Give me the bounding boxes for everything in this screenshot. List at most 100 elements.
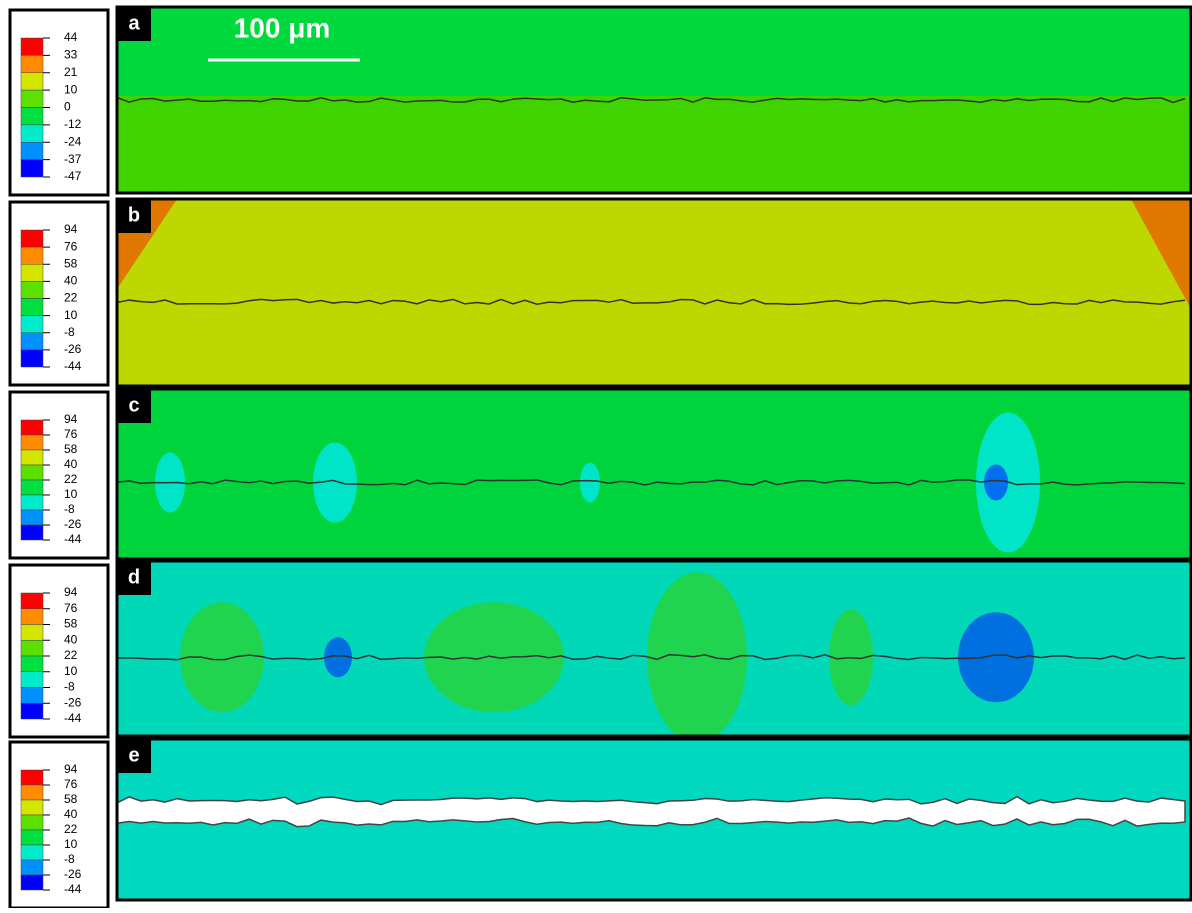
legend-label: -26 [64,695,82,709]
legend-label: 44 [64,30,78,44]
legend-swatch [20,769,44,786]
legend-swatch [20,799,44,816]
legend-label: 40 [64,457,78,471]
panel-label-box [117,199,151,233]
corner-region [1131,199,1191,309]
legend-swatch [20,281,44,299]
legend-label: 10 [64,82,78,96]
stress-zone [313,442,357,523]
legend-swatch [20,315,44,333]
legend-swatch [20,524,44,541]
crack-opening [116,795,1186,828]
legend-label: 33 [64,48,78,62]
legend-swatch [20,419,44,436]
panel-frame [115,197,1192,388]
legend-swatch [20,671,44,688]
scale-bar-label: 100 μm [234,12,331,43]
legend-swatch [20,107,44,126]
legend-swatch [20,703,44,720]
legend-label: -44 [64,711,82,725]
stress-zone [647,572,747,743]
legend-label: 22 [64,648,78,662]
legend-swatch [20,464,44,481]
legend-label: -8 [64,852,75,866]
legend-swatch [20,655,44,672]
legend-label: -8 [64,325,75,339]
legend-label: -24 [64,134,82,148]
legend-label: 58 [64,442,78,456]
legend-swatch [20,494,44,511]
legend-swatch [20,844,44,861]
legend-swatch [20,814,44,831]
legend-swatch [20,37,44,56]
legend-swatch [20,159,44,178]
panel-label: e [128,744,139,766]
panel-label: c [128,394,139,416]
panel-label-box [117,739,151,773]
legend-swatch [20,479,44,496]
legend-swatch [20,874,44,891]
contour-panel: c [115,387,1192,561]
legend-label: 58 [64,256,78,270]
stress-zone [984,464,1008,501]
legend-swatch [20,72,44,91]
legend-swatch [20,434,44,451]
legend-label: 40 [64,632,78,646]
stress-zone [580,462,600,503]
contour-panel: d [115,559,1192,743]
legend-label: 76 [64,777,78,791]
panel-frame [115,737,1192,902]
stress-zone [958,612,1034,703]
panel-label-box [117,561,151,595]
legend-label: -37 [64,152,82,166]
legend-swatch [20,349,44,368]
legend-swatch [20,124,44,143]
legend-swatch [20,859,44,876]
legend-swatch [20,246,44,265]
legend-label: 58 [64,792,78,806]
legend-label: 94 [64,762,78,776]
legend-label: 76 [64,239,78,253]
legend-label: 94 [64,222,78,236]
legend-label: 40 [64,274,78,288]
contour-panel: a [115,5,1192,195]
legend-swatch [20,55,44,73]
panel-label: b [128,204,140,226]
legend-label: 40 [64,807,78,821]
legend-label: 94 [64,412,78,426]
legend-label: -44 [64,882,82,896]
legend-label: 22 [64,291,78,305]
panel-label-box [117,7,151,41]
legend-label: -8 [64,502,75,516]
legend-label: 21 [64,65,78,79]
panel-frame [115,559,1192,738]
legend-label: 0 [64,100,71,114]
stress-zone [324,637,352,678]
panel-label: d [128,566,140,588]
legend-swatch [20,298,44,316]
panel-background [117,199,1191,386]
legend-label: -26 [64,342,82,356]
legend-swatch [20,229,44,248]
crack-path [116,479,1186,486]
legend-label: -47 [64,169,82,183]
legend-label: -26 [64,517,82,531]
legend-swatch [20,264,44,282]
crack-path [116,96,1186,104]
legend-swatch [20,608,44,625]
panel-frame [115,5,1192,195]
crack-path [116,298,1186,306]
legend-label: 10 [64,487,78,501]
legend-label: 22 [64,472,78,486]
legend-swatch [20,449,44,466]
legend-label: -8 [64,680,75,694]
contour-panel: e [115,737,1192,902]
legend-swatch [20,829,44,846]
legend-label: -26 [64,867,82,881]
legend-label: 10 [64,837,78,851]
legend-swatch [20,332,44,351]
contour-panel: b [115,197,1192,388]
legend-swatch [20,509,44,526]
legend-label: 76 [64,601,78,615]
